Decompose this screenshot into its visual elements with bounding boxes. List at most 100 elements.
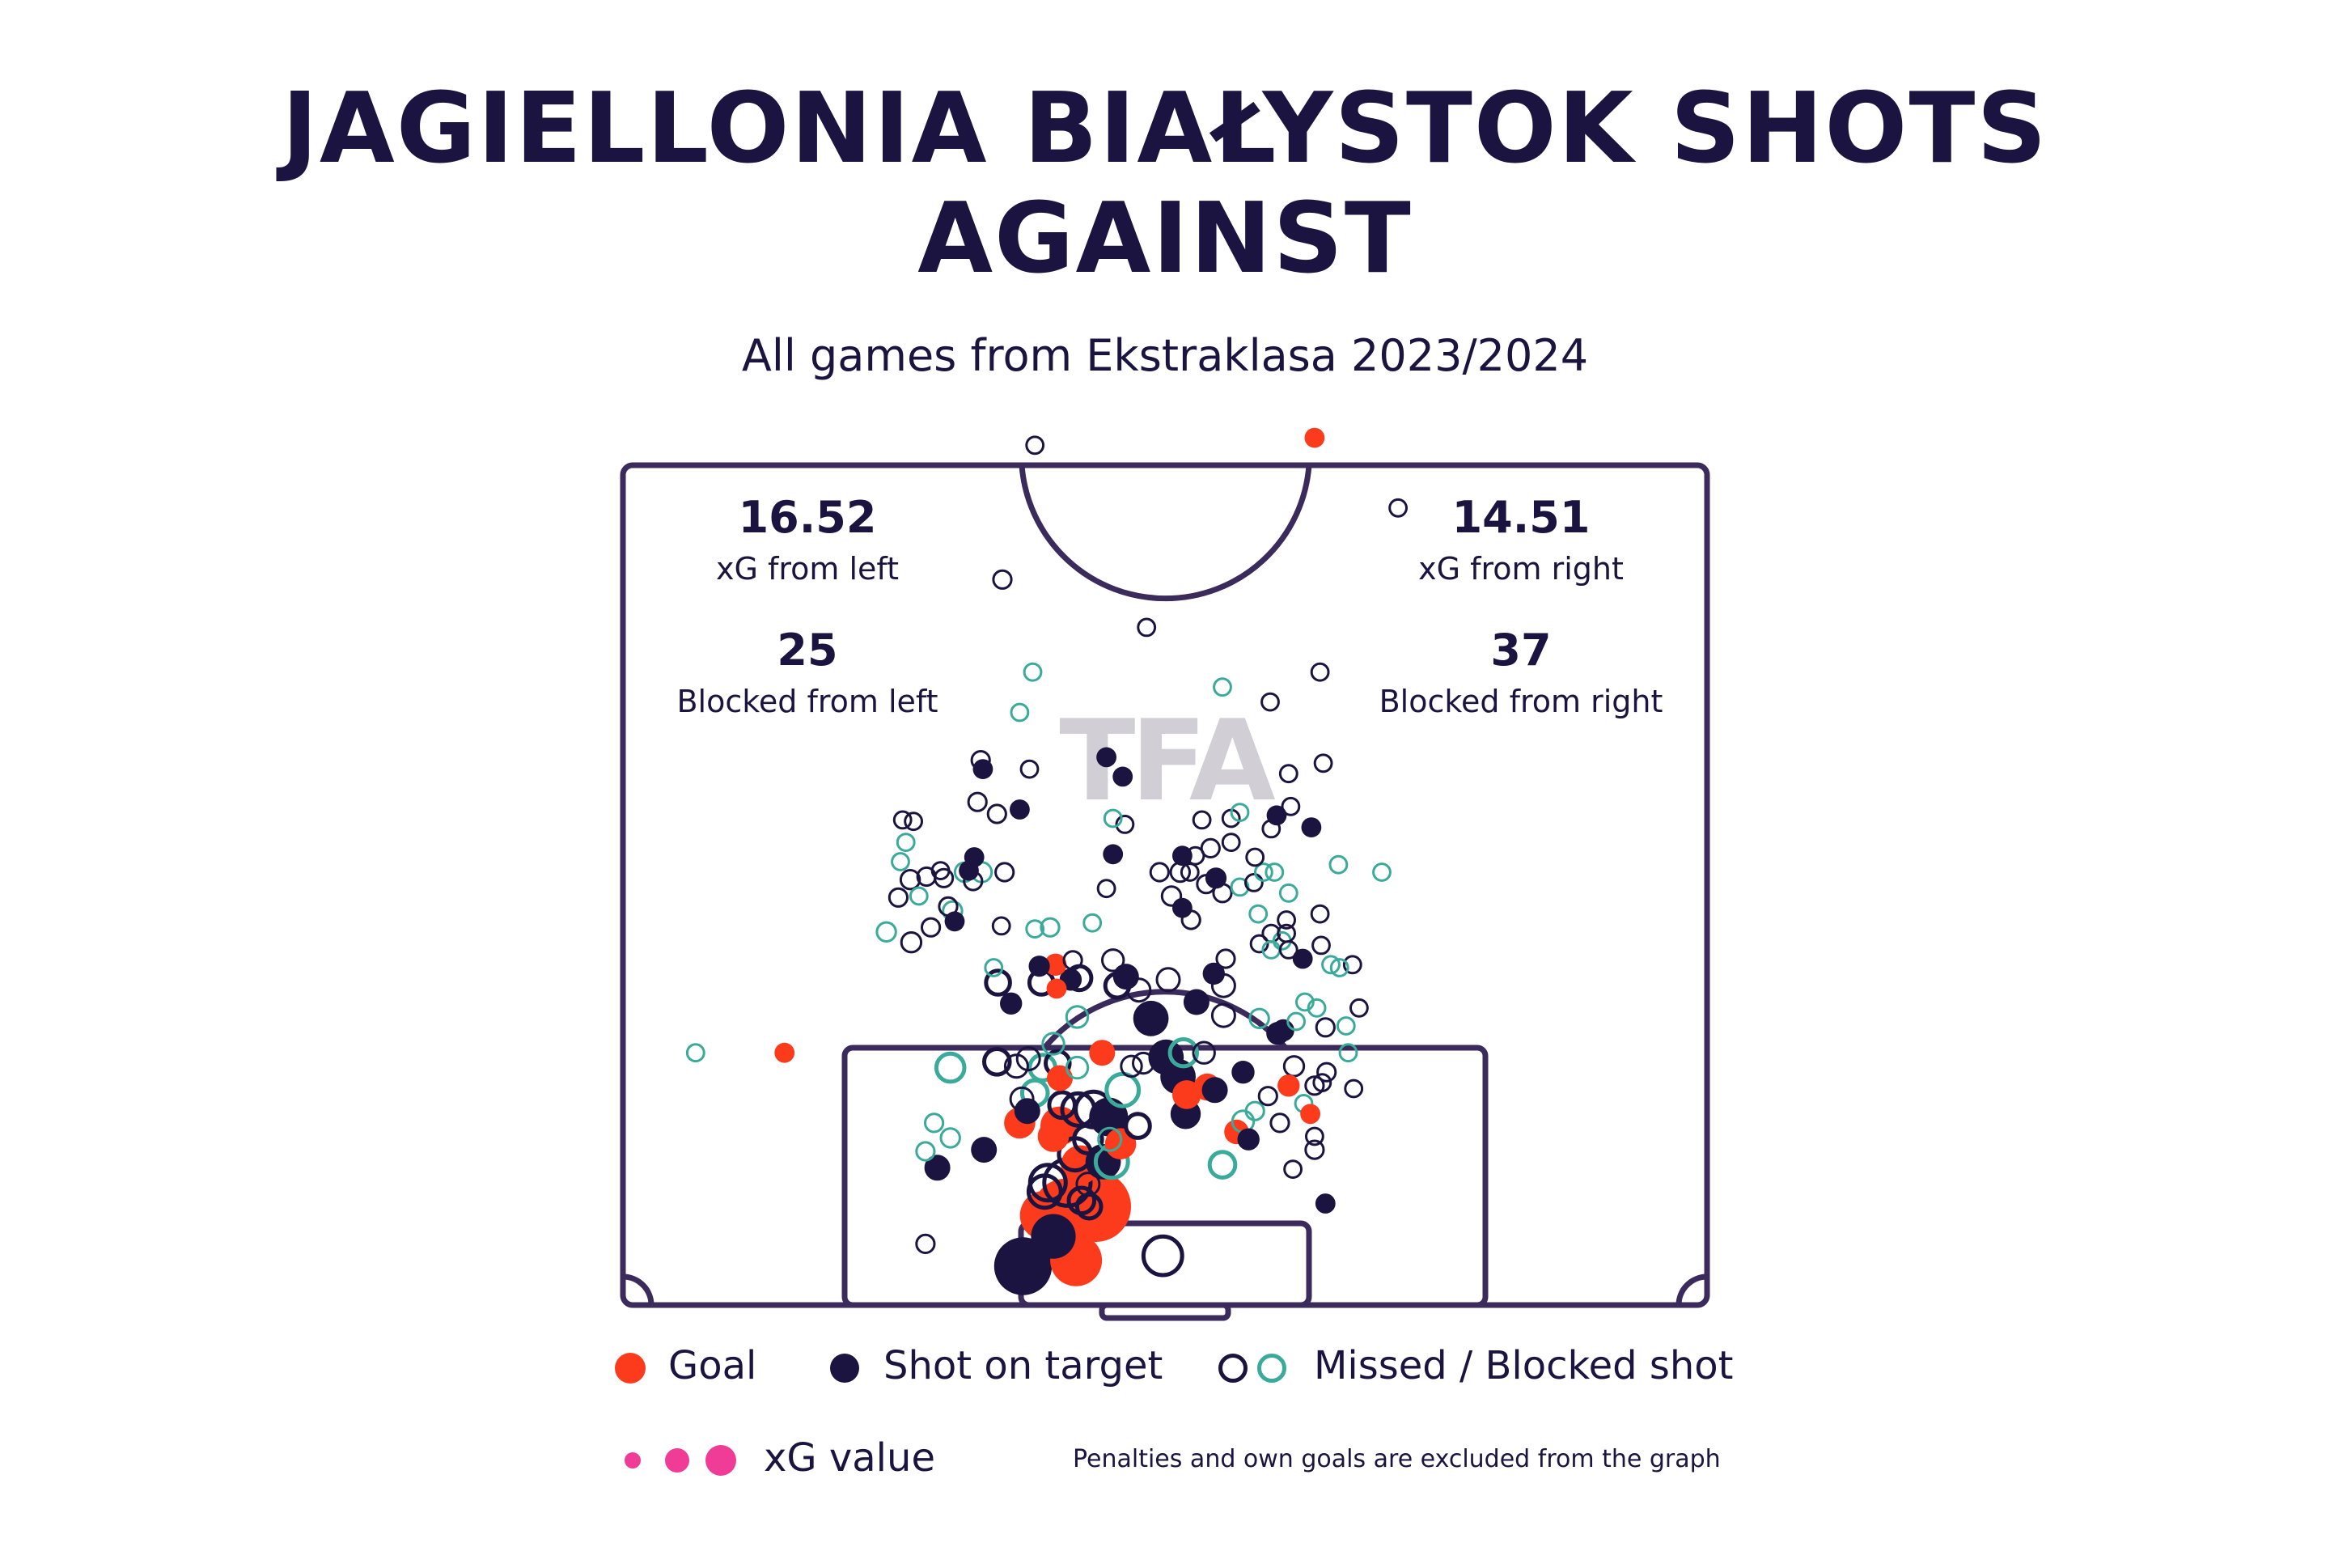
shot-missed [921, 917, 942, 938]
shot-missed [1185, 845, 1205, 866]
shot-blocked [1336, 1016, 1356, 1036]
on-target-marker-icon [830, 1354, 859, 1383]
stat-blocked-right: 37 Blocked from right [1379, 625, 1663, 719]
shot-missed [1025, 435, 1045, 456]
shot-blocked [1286, 1011, 1306, 1032]
blocked-left-value: 25 [777, 625, 837, 676]
shot-missed [1192, 810, 1212, 830]
shot-blocked [909, 886, 929, 906]
shot-missed [1305, 1126, 1324, 1146]
shot-on-target [1231, 1061, 1255, 1084]
shot-missed [1282, 1055, 1306, 1078]
shot-on-target [1010, 799, 1030, 820]
shot-missed [1200, 837, 1221, 859]
shot-on-target [1272, 1019, 1294, 1042]
shot-goal [1089, 1040, 1116, 1066]
shot-missed [1003, 1053, 1029, 1079]
shot-blocked [1248, 1007, 1270, 1030]
chart-title-line2: AGAINST [917, 183, 1413, 295]
shot-missed [1096, 879, 1116, 899]
shot-missed [1210, 1002, 1236, 1028]
shot-on-target [1266, 805, 1287, 826]
xg-left-label: xG from left [716, 551, 899, 587]
shot-missed [1212, 883, 1233, 904]
shot-blocked [1230, 803, 1250, 822]
blocked-left-label: Blocked from left [676, 684, 938, 719]
shot-blocked [1329, 958, 1349, 977]
shot-missed [1388, 498, 1408, 518]
shot-missed [1245, 847, 1265, 867]
shot-missed [1072, 1123, 1104, 1155]
legend-missed: Missed / Blocked shot [1218, 1343, 1733, 1388]
shot-missed [1141, 1234, 1184, 1278]
stat-blocked-left: 25 Blocked from left [676, 625, 938, 719]
shot-on-target [1301, 817, 1322, 837]
shot-missed [1015, 1046, 1041, 1072]
shot-missed [1196, 874, 1217, 895]
shot-missed [1304, 1075, 1325, 1096]
pitch-outline [620, 462, 1710, 1308]
pitch-lines [620, 462, 1710, 1321]
shot-missed [1120, 1054, 1143, 1079]
shot-blocked [1010, 702, 1030, 723]
shot-missed [1149, 862, 1170, 883]
shot-missed [1060, 1091, 1097, 1128]
shot-missed [915, 1233, 936, 1255]
shot-missed [1316, 1062, 1337, 1083]
shot-blocked [685, 1043, 705, 1063]
shot-blocked [1065, 1055, 1090, 1080]
shot-blocked [1328, 854, 1349, 875]
shot-blocked [1167, 1037, 1200, 1069]
shot-missed [1310, 662, 1330, 682]
shot-blocked [984, 958, 1004, 977]
legend-on-target-label: Shot on target [883, 1343, 1163, 1388]
shot-blocked [924, 1112, 945, 1134]
shot-blocked [1103, 808, 1123, 828]
shot-blocked [1097, 1126, 1123, 1152]
shot-missed [1009, 1086, 1035, 1112]
shot-goal [1047, 1065, 1073, 1091]
shot-on-target [1112, 964, 1139, 990]
shot-missed [1124, 1112, 1152, 1140]
shot-goal [1044, 953, 1067, 977]
shot-on-target [1112, 766, 1133, 787]
shot-on-target [1172, 897, 1193, 918]
shot-on-target [1031, 1214, 1076, 1259]
shot-goal [1037, 1121, 1070, 1152]
shot-blocked [1104, 1071, 1142, 1108]
goal [1099, 1302, 1231, 1321]
shot-blocked [1230, 877, 1250, 897]
blocked-right-value: 37 [1490, 625, 1551, 676]
shot-blocked [1338, 1043, 1358, 1063]
shot-on-target [1000, 992, 1023, 1015]
shot-goal [1046, 978, 1067, 999]
shot-on-target [971, 1137, 998, 1163]
shot-missed [900, 931, 923, 954]
stat-xg-right: 14.51 xG from right [1418, 492, 1624, 587]
shot-missed [1311, 935, 1331, 956]
chart-title-line1: JAGIELLONIA BIAŁYSTOK SHOTS [282, 73, 2048, 185]
shot-missed [1244, 873, 1264, 892]
shot-goal [1300, 1104, 1320, 1125]
shot-missed [1126, 977, 1152, 1003]
shot-on-target [1315, 1193, 1336, 1214]
shot-blocked [1065, 1005, 1090, 1029]
shot-blocked [1321, 955, 1341, 975]
shot-missed [1342, 955, 1362, 975]
shot-missed [930, 861, 951, 880]
chart-subtitle: All games from Ekstraklasa 2023/2024 [741, 330, 1589, 381]
shot-blocked [1254, 862, 1273, 882]
shot-blocked [896, 833, 916, 852]
shot-missed [1062, 950, 1083, 971]
shot-blocked [1372, 862, 1392, 882]
xg-right-value: 14.51 [1452, 492, 1591, 543]
shot-missed [892, 810, 913, 830]
shot-missed [1019, 759, 1040, 779]
shot-on-target [1028, 956, 1050, 977]
shot-missed [1180, 862, 1200, 882]
shot-missed [1101, 948, 1125, 973]
corner-arc-right [1675, 1273, 1708, 1306]
shot-missed [1304, 1139, 1325, 1160]
shot-missed [984, 968, 1012, 997]
